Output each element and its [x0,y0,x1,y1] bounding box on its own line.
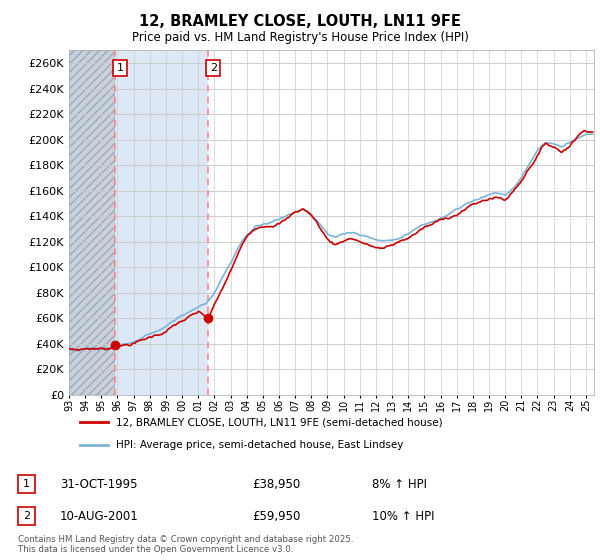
Text: £59,950: £59,950 [252,510,301,523]
Bar [208,50,600,395]
Text: Contains HM Land Registry data © Crown copyright and database right 2025.
This d: Contains HM Land Registry data © Crown c… [18,535,353,554]
Text: 10-AUG-2001: 10-AUG-2001 [60,510,139,523]
Text: HPI: Average price, semi-detached house, East Lindsey: HPI: Average price, semi-detached house,… [116,440,404,450]
Text: 1: 1 [23,479,30,489]
Bar [69,50,115,395]
Text: 8% ↑ HPI: 8% ↑ HPI [372,478,427,491]
Text: 2: 2 [209,63,217,73]
Text: 1: 1 [116,63,124,73]
Text: 12, BRAMLEY CLOSE, LOUTH, LN11 9FE (semi-detached house): 12, BRAMLEY CLOSE, LOUTH, LN11 9FE (semi… [116,417,443,427]
Bar [115,50,208,395]
Text: 10% ↑ HPI: 10% ↑ HPI [372,510,434,523]
Text: £38,950: £38,950 [252,478,300,491]
Text: Price paid vs. HM Land Registry's House Price Index (HPI): Price paid vs. HM Land Registry's House … [131,31,469,44]
Text: 2: 2 [23,511,30,521]
Text: 31-OCT-1995: 31-OCT-1995 [60,478,137,491]
Text: 12, BRAMLEY CLOSE, LOUTH, LN11 9FE: 12, BRAMLEY CLOSE, LOUTH, LN11 9FE [139,14,461,29]
